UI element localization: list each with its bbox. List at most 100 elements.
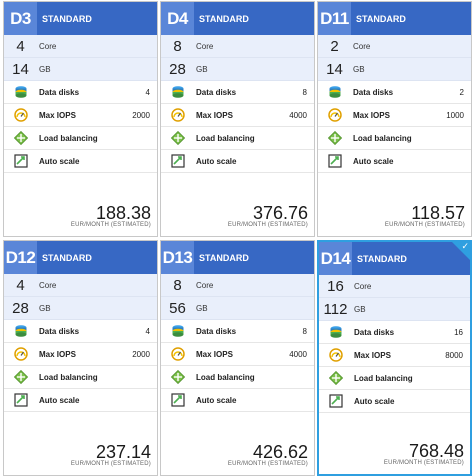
load-balancing-label: Load balancing xyxy=(39,133,98,143)
iops-label: Max IOPS xyxy=(353,110,390,120)
card-header: D12 STANDARD xyxy=(4,241,157,274)
auto-scale-row: Auto scale xyxy=(318,150,471,173)
price-value: 768.48 xyxy=(408,441,464,461)
price-unit: EUR/MONTH (ESTIMATED) xyxy=(227,461,308,467)
core-label: Core xyxy=(354,281,372,291)
data-disks-value: 8 xyxy=(302,326,307,336)
tier-name: D11 xyxy=(318,2,351,35)
data-disks-row: Data disks 16 xyxy=(319,321,470,344)
auto-scale-row: Auto scale xyxy=(4,150,157,173)
memory-label: GB xyxy=(39,64,51,74)
data-disks-label: Data disks xyxy=(39,87,80,97)
load-balancing-label: Load balancing xyxy=(353,133,412,143)
card-header: D3 STANDARD xyxy=(4,2,157,35)
tier-label: STANDARD xyxy=(199,13,249,24)
core-count: 16 xyxy=(327,277,344,295)
data-disks-row: Data disks 8 xyxy=(161,320,314,343)
iops-value: 4000 xyxy=(289,110,307,120)
load-balancing-label: Load balancing xyxy=(196,372,255,382)
data-disks-label: Data disks xyxy=(196,326,237,336)
core-row: 8 Core xyxy=(161,274,314,297)
database-icon xyxy=(319,325,352,339)
autoscale-icon xyxy=(318,154,351,168)
memory-label: GB xyxy=(354,304,366,314)
pricing-tier-card-d14[interactable]: D14 STANDARD 16 Core 112 GB Data disks 1… xyxy=(317,240,472,476)
memory-row: 14 GB xyxy=(4,58,157,81)
iops-label: Max IOPS xyxy=(39,110,76,120)
load-balancer-icon xyxy=(161,131,194,145)
price-unit: EUR/MONTH (ESTIMATED) xyxy=(384,222,465,228)
pricing-tier-card-d4[interactable]: D4 STANDARD 8 Core 28 GB Data disks 8 xyxy=(160,1,315,237)
load-balancing-label: Load balancing xyxy=(354,373,413,383)
core-label: Core xyxy=(196,280,214,290)
core-row: 8 Core xyxy=(161,35,314,58)
memory-size: 14 xyxy=(12,60,29,78)
data-disks-value: 4 xyxy=(145,87,150,97)
data-disks-label: Data disks xyxy=(354,327,395,337)
memory-label: GB xyxy=(196,64,208,74)
tier-name: D4 xyxy=(161,2,194,35)
iops-row: Max IOPS 2000 xyxy=(4,343,157,366)
tier-name: D3 xyxy=(4,2,37,35)
database-icon xyxy=(161,85,194,99)
data-disks-value: 4 xyxy=(145,326,150,336)
data-disks-value: 8 xyxy=(302,87,307,97)
pricing-tier-card-d12[interactable]: D12 STANDARD 4 Core 28 GB Data disks 4 xyxy=(3,240,158,476)
core-count: 8 xyxy=(173,276,182,294)
memory-row: 112 GB xyxy=(319,298,470,321)
price-unit: EUR/MONTH (ESTIMATED) xyxy=(227,222,308,228)
memory-size: 28 xyxy=(12,299,29,317)
pricing-tier-card-d11[interactable]: D11 STANDARD 2 Core 14 GB Data disks 2 xyxy=(317,1,472,237)
load-balancing-row: Load balancing xyxy=(4,127,157,150)
iops-row: Max IOPS 4000 xyxy=(161,104,314,127)
auto-scale-row: Auto scale xyxy=(4,389,157,412)
price-value: 376.76 xyxy=(252,203,308,223)
price-value: 237.14 xyxy=(95,442,151,462)
selected-corner xyxy=(452,242,470,260)
card-header: D14 STANDARD xyxy=(319,242,470,275)
memory-label: GB xyxy=(39,303,51,313)
iops-value: 2000 xyxy=(132,349,150,359)
data-disks-value: 2 xyxy=(459,87,464,97)
core-row: 4 Core xyxy=(4,274,157,297)
load-balancing-label: Load balancing xyxy=(196,133,255,143)
memory-row: 28 GB xyxy=(161,58,314,81)
autoscale-icon xyxy=(4,154,37,168)
core-row: 4 Core xyxy=(4,35,157,58)
tier-label: STANDARD xyxy=(42,13,92,24)
autoscale-icon xyxy=(161,154,194,168)
pricing-tier-card-d3[interactable]: D3 STANDARD 4 Core 14 GB Data disks 4 xyxy=(3,1,158,237)
load-balancer-icon xyxy=(4,131,37,145)
autoscale-icon xyxy=(319,394,352,408)
price-block: 188.38 EUR/MONTH (ESTIMATED) xyxy=(71,204,151,228)
tier-label: STANDARD xyxy=(42,252,92,263)
tier-name: D12 xyxy=(4,241,37,274)
iops-row: Max IOPS 1000 xyxy=(318,104,471,127)
core-row: 16 Core xyxy=(319,275,470,298)
data-disks-value: 16 xyxy=(454,327,463,337)
price-unit: EUR/MONTH (ESTIMATED) xyxy=(70,222,151,228)
iops-row: Max IOPS 2000 xyxy=(4,104,157,127)
memory-row: 56 GB xyxy=(161,297,314,320)
price-block: 118.57 EUR/MONTH (ESTIMATED) xyxy=(385,204,465,228)
price-block: 768.48 EUR/MONTH (ESTIMATED) xyxy=(384,442,464,466)
data-disks-label: Data disks xyxy=(353,87,394,97)
gauge-icon xyxy=(4,108,37,122)
load-balancing-row: Load balancing xyxy=(319,367,470,390)
data-disks-label: Data disks xyxy=(196,87,237,97)
gauge-icon xyxy=(161,108,194,122)
iops-label: Max IOPS xyxy=(354,350,391,360)
auto-scale-row: Auto scale xyxy=(161,389,314,412)
pricing-tier-card-d13[interactable]: D13 STANDARD 8 Core 56 GB Data disks 8 xyxy=(160,240,315,476)
core-label: Core xyxy=(39,41,57,51)
data-disks-row: Data disks 2 xyxy=(318,81,471,104)
auto-scale-label: Auto scale xyxy=(196,156,237,166)
iops-label: Max IOPS xyxy=(196,110,233,120)
core-label: Core xyxy=(39,280,57,290)
load-balancing-row: Load balancing xyxy=(161,366,314,389)
iops-value: 4000 xyxy=(289,349,307,359)
core-label: Core xyxy=(353,41,371,51)
auto-scale-label: Auto scale xyxy=(39,156,80,166)
memory-size: 28 xyxy=(169,60,186,78)
price-value: 118.57 xyxy=(411,203,465,223)
